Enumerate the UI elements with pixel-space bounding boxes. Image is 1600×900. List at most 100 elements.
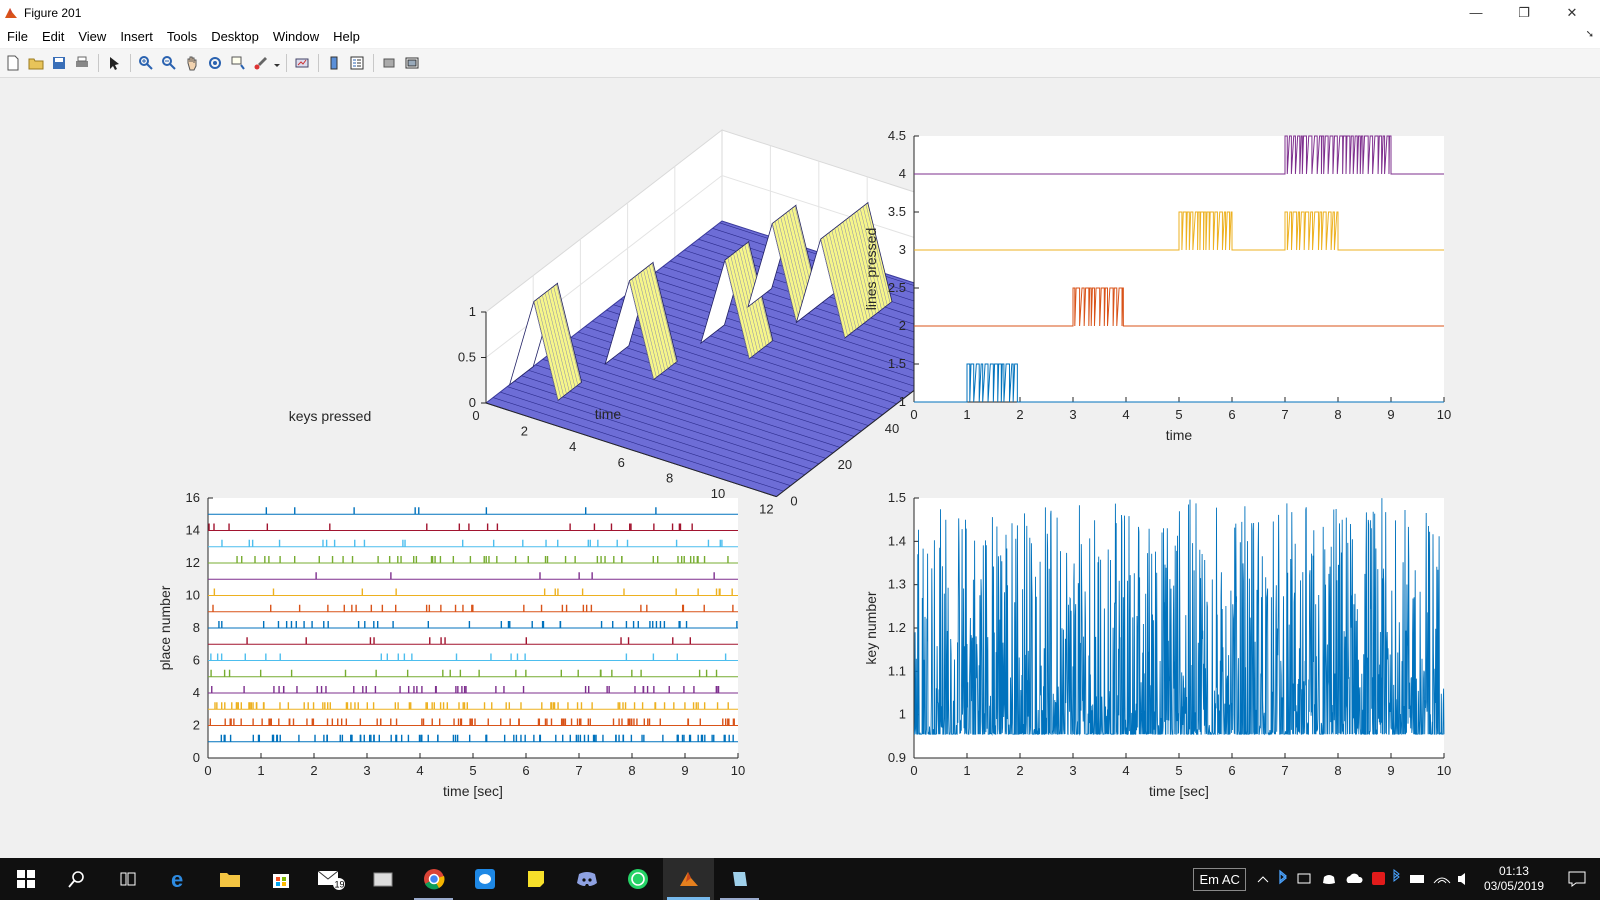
- store-icon[interactable]: [255, 858, 306, 900]
- surface-ridge-mesh: [854, 212, 880, 312]
- surface-x-tick-label: 2: [521, 424, 528, 439]
- menu-window[interactable]: Window: [272, 29, 320, 44]
- start-icon[interactable]: [0, 858, 51, 900]
- whatsapp-icon[interactable]: [612, 858, 663, 900]
- menu-file[interactable]: File: [7, 29, 28, 44]
- maximize-button[interactable]: ❐: [1518, 4, 1530, 20]
- raster-row-5: [208, 669, 738, 678]
- lines-chart-x-tick-label: 8: [1334, 407, 1341, 422]
- edit-plot-icon[interactable]: [103, 52, 125, 74]
- matlab-icon[interactable]: [663, 858, 714, 900]
- zoom-in-icon[interactable]: [135, 52, 157, 74]
- raster-chart-x-tick-label: 8: [628, 763, 635, 778]
- surface-mesh-line: [641, 282, 933, 377]
- surface-x-tick-label: 12: [759, 502, 773, 517]
- raster-row-14: [208, 523, 738, 531]
- raster-chart-x-tick-label: 7: [575, 763, 582, 778]
- surface-y-axis-label: time: [595, 406, 622, 422]
- surface-mesh-line: [535, 364, 827, 459]
- search-icon[interactable]: [51, 858, 102, 900]
- bluetooth-tray-icon[interactable]: [1393, 869, 1400, 883]
- lines-chart-x-tick-label: 7: [1281, 407, 1288, 422]
- sticky-notes-icon[interactable]: [510, 858, 561, 900]
- other-app-icon[interactable]: [714, 858, 765, 900]
- surface-x-tick-label: 8: [666, 470, 673, 485]
- brush-icon[interactable]: [250, 52, 272, 74]
- mail-icon[interactable]: 19: [306, 858, 357, 900]
- notifications-icon[interactable]: [1554, 871, 1600, 887]
- chrome-icon[interactable]: [408, 858, 459, 900]
- raster-chart-y-tick-label: 0: [193, 750, 200, 765]
- raster-row-9: [208, 604, 738, 613]
- raster-row-2: [208, 718, 738, 726]
- toolbar-separator: [286, 54, 287, 72]
- bluetooth-icon[interactable]: [1279, 869, 1287, 885]
- onedrive-icon[interactable]: [1346, 873, 1363, 883]
- menu-tools[interactable]: Tools: [166, 29, 198, 44]
- lines-chart-series-3: [914, 211, 1444, 251]
- surface-ridge-mesh: [771, 223, 797, 323]
- lines-chart-x-tick-label: 6: [1228, 407, 1235, 422]
- save-icon[interactable]: [48, 52, 70, 74]
- photos-icon[interactable]: [357, 858, 408, 900]
- edge-icon[interactable]: e: [153, 858, 204, 900]
- wifi-icon[interactable]: [1433, 877, 1451, 884]
- toolbar-separator: [373, 54, 374, 72]
- battery-icon[interactable]: [1409, 875, 1424, 883]
- raster-chart-x-tick-label: 6: [522, 763, 529, 778]
- new-figure-icon[interactable]: [2, 52, 24, 74]
- windows-taskbar: e 19 Em AC 01:13 03/05/2019: [0, 858, 1600, 900]
- discord-tray-icon[interactable]: [1322, 875, 1335, 884]
- dock-arrow-icon[interactable]: ➘: [1585, 29, 1594, 40]
- menu-help[interactable]: Help: [333, 29, 360, 44]
- link-plot-icon[interactable]: [291, 52, 313, 74]
- lines-chart-x-tick-label: 3: [1069, 407, 1076, 422]
- print-icon[interactable]: [71, 52, 93, 74]
- minimize-button[interactable]: —: [1469, 5, 1483, 20]
- clock[interactable]: 01:13 03/05/2019: [1484, 864, 1544, 894]
- brush-dropdown-icon[interactable]: [273, 52, 281, 74]
- surface-ridge-mesh: [848, 217, 874, 317]
- show-plot-tools-icon[interactable]: [401, 52, 423, 74]
- close-button[interactable]: ✕: [1566, 4, 1578, 20]
- menu-edit[interactable]: Edit: [41, 29, 65, 44]
- discord-icon[interactable]: [561, 858, 612, 900]
- lines-chart-y-tick-label: 1: [899, 394, 906, 409]
- tray-icons: [1257, 869, 1465, 885]
- data-cursor-icon[interactable]: [227, 52, 249, 74]
- raster-chart-y-tick-label: 16: [186, 490, 200, 505]
- colorbar-icon[interactable]: [323, 52, 345, 74]
- zoom-out-icon[interactable]: [158, 52, 180, 74]
- file-explorer-icon[interactable]: [204, 858, 255, 900]
- surface-ridge-mesh: [733, 253, 758, 353]
- red-app-icon[interactable]: [1371, 872, 1385, 885]
- lines-chart-x-tick-label: 2: [1016, 407, 1023, 422]
- surface-x-axis-line: [485, 402, 777, 498]
- surface-x-tick-label: 4: [569, 439, 576, 454]
- volume-muted-icon[interactable]: [1457, 873, 1465, 885]
- open-file-icon[interactable]: [25, 52, 47, 74]
- menu-desktop[interactable]: Desktop: [211, 29, 259, 44]
- hide-plot-tools-icon[interactable]: [378, 52, 400, 74]
- language-indicator[interactable]: Em AC: [1193, 867, 1246, 891]
- legend-icon[interactable]: [346, 52, 368, 74]
- surface-mesh-line: [507, 386, 798, 481]
- surface-ridge-mesh: [629, 280, 654, 380]
- surface-ridge-mesh: [828, 232, 854, 332]
- surface-ridge-mesh: [820, 239, 846, 339]
- network-icon[interactable]: [1297, 873, 1311, 884]
- menu-view[interactable]: View: [78, 29, 107, 44]
- surface-z-tick-label: 0.5: [458, 350, 476, 365]
- surface-ridge-mesh: [774, 221, 800, 321]
- rotate-3d-icon[interactable]: [204, 52, 226, 74]
- task-view-icon[interactable]: [102, 858, 153, 900]
- messenger-icon[interactable]: [459, 858, 510, 900]
- key-chart-y-tick-label: 1.3: [888, 577, 906, 592]
- menu-insert[interactable]: Insert: [120, 29, 153, 44]
- show-hidden-icons-icon[interactable]: [1257, 876, 1269, 883]
- toolbar-separator: [130, 54, 131, 72]
- pan-icon[interactable]: [181, 52, 203, 74]
